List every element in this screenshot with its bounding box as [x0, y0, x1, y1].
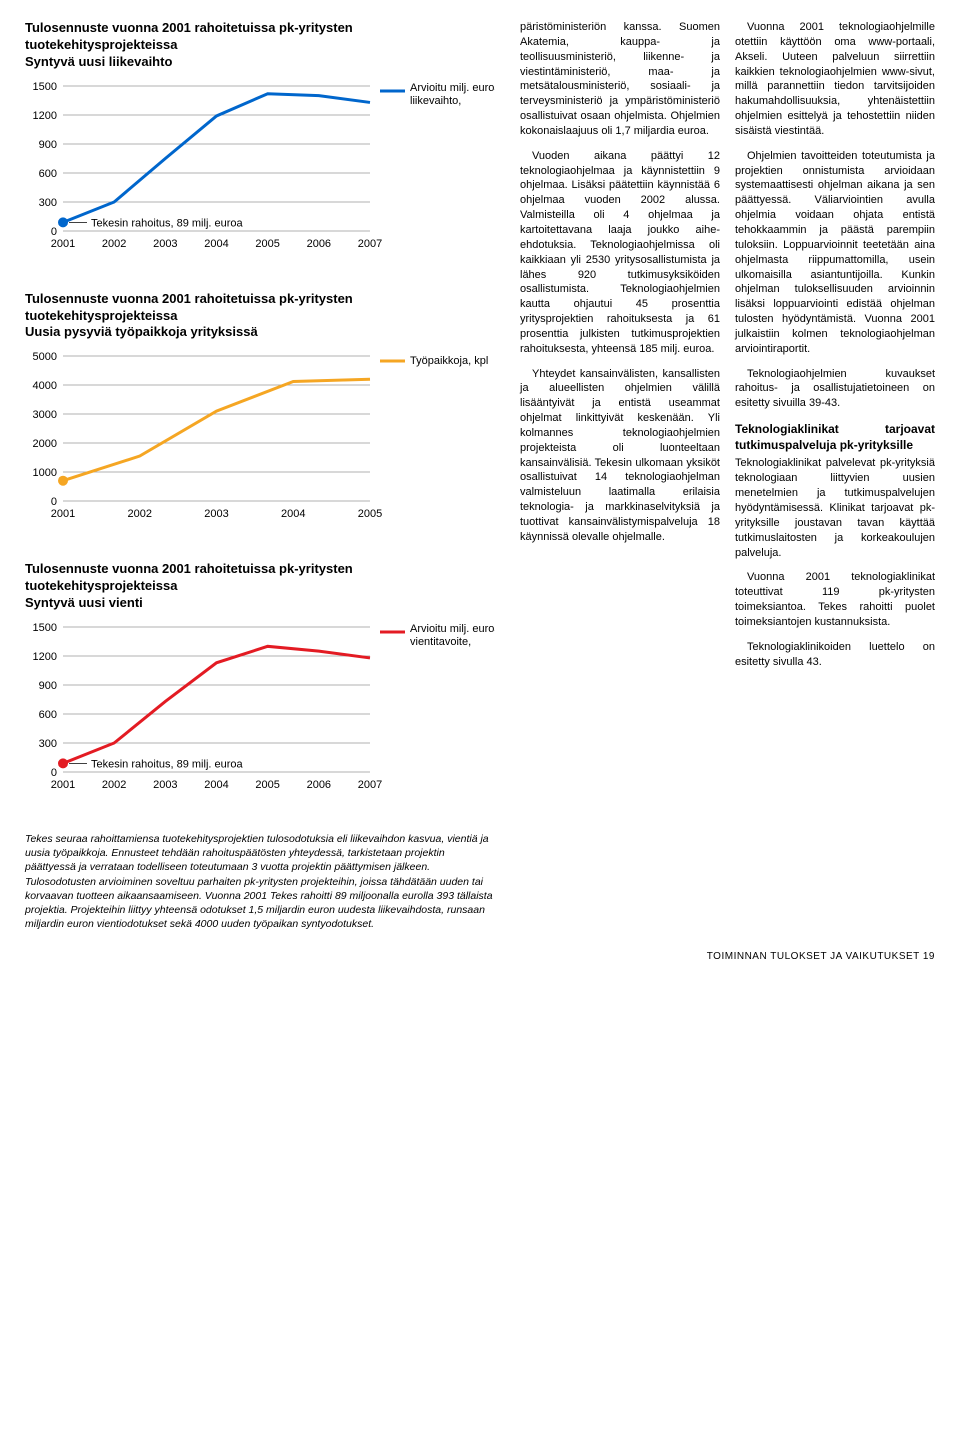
svg-text:2007: 2007	[358, 238, 382, 250]
svg-text:2001: 2001	[51, 238, 75, 250]
body-p9: Teknologiaklinikoiden luettelo on esitet…	[735, 640, 935, 670]
svg-text:2001: 2001	[51, 779, 75, 791]
svg-text:1200: 1200	[33, 651, 57, 663]
body-p4: Vuonna 2001 teknologiaohjelmille otettii…	[735, 20, 935, 139]
chart-plot: 0 300 600 900 1200 1500 2001 2002 2003 2004 2005 20…	[25, 81, 495, 266]
svg-text:2004: 2004	[281, 508, 305, 520]
chart-title: Tulosennuste vuonna 2001 rahoitetuissa p…	[25, 20, 495, 71]
chart-svg: 0 300 600 900 1200 1500 2001 2002 2003 2004 2005 20…	[25, 81, 495, 266]
svg-text:1500: 1500	[33, 81, 57, 93]
svg-text:3000: 3000	[33, 409, 57, 421]
svg-text:1000: 1000	[33, 467, 57, 479]
figure-caption: Tekes seuraa rahoittamiensa tuotekehitys…	[25, 832, 495, 931]
svg-text:Arvioitu milj. euroa: Arvioitu milj. euroa	[410, 82, 495, 94]
svg-text:1200: 1200	[33, 110, 57, 122]
svg-text:2003: 2003	[204, 508, 228, 520]
svg-text:2000: 2000	[33, 438, 57, 450]
svg-text:liikevaihto,: liikevaihto,	[410, 95, 461, 107]
chart-block-2: Tulosennuste vuonna 2001 rahoitetuissa p…	[25, 561, 495, 807]
left-column: Tulosennuste vuonna 2001 rahoitetuissa p…	[25, 20, 495, 931]
svg-text:Työpaikkoja, kpl: Työpaikkoja, kpl	[410, 355, 488, 367]
chart-plot: 0 300 600 900 1200 1500 2001 2002 2003 2004 2005 20…	[25, 622, 495, 807]
body-p7: Teknologiaklinikat palvelevat pk-yrityks…	[735, 456, 935, 560]
svg-text:300: 300	[39, 197, 57, 209]
svg-text:Arvioitu milj. euroa: Arvioitu milj. euroa	[410, 623, 495, 635]
svg-text:2002: 2002	[102, 779, 126, 791]
section-heading: Teknologiaklinikat tarjoavat tutkimuspal…	[735, 421, 935, 453]
body-p8: Vuonna 2001 teknologiaklinikat toteuttiv…	[735, 570, 935, 629]
svg-text:300: 300	[39, 738, 57, 750]
svg-text:4000: 4000	[33, 380, 57, 392]
svg-text:Tekesin rahoitus, 89 milj. eur: Tekesin rahoitus, 89 milj. euroa	[91, 217, 244, 229]
body-p6: Teknologiaohjelmien kuvaukset rahoitus- …	[735, 367, 935, 412]
svg-text:900: 900	[39, 680, 57, 692]
svg-text:2001: 2001	[51, 508, 75, 520]
svg-text:2005: 2005	[255, 238, 279, 250]
svg-text:2005: 2005	[358, 508, 382, 520]
svg-text:0: 0	[51, 226, 57, 238]
svg-text:900: 900	[39, 139, 57, 151]
svg-text:1500: 1500	[33, 622, 57, 634]
svg-text:0: 0	[51, 767, 57, 779]
svg-text:2004: 2004	[204, 238, 228, 250]
svg-text:vientitavoite,: vientitavoite,	[410, 636, 471, 648]
svg-text:600: 600	[39, 168, 57, 180]
body-p2: Vuoden aikana päättyi 12 teknologiaohjel…	[520, 149, 720, 357]
chart-plot: 0 1000 2000 3000 4000 5000 2001 2002 2003 2004 200…	[25, 351, 495, 536]
svg-text:0: 0	[51, 496, 57, 508]
svg-text:2005: 2005	[255, 779, 279, 791]
body-p3: Yhteydet kansainvälisten, kansallisten j…	[520, 367, 720, 545]
svg-text:2002: 2002	[128, 508, 152, 520]
body-p1: päristöministeriön kanssa. Suomen Akatem…	[520, 20, 720, 139]
body-text-column: päristöministeriön kanssa. Suomen Akatem…	[520, 20, 935, 931]
svg-text:Tekesin rahoitus, 89 milj. eur: Tekesin rahoitus, 89 milj. euroa	[91, 758, 244, 770]
chart-title: Tulosennuste vuonna 2001 rahoitetuissa p…	[25, 291, 495, 342]
chart-block-1: Tulosennuste vuonna 2001 rahoitetuissa p…	[25, 291, 495, 537]
chart-svg: 0 1000 2000 3000 4000 5000 2001 2002 2003 2004 200…	[25, 351, 495, 536]
svg-text:2004: 2004	[204, 779, 228, 791]
chart-block-0: Tulosennuste vuonna 2001 rahoitetuissa p…	[25, 20, 495, 266]
page-footer: TOIMINNAN TULOKSET JA VAIKUTUKSET 19	[25, 951, 935, 962]
chart-title: Tulosennuste vuonna 2001 rahoitetuissa p…	[25, 561, 495, 612]
svg-text:2003: 2003	[153, 238, 177, 250]
svg-text:2007: 2007	[358, 779, 382, 791]
chart-svg: 0 300 600 900 1200 1500 2001 2002 2003 2004 2005 20…	[25, 622, 495, 807]
body-p5: Ohjelmien tavoitteiden toteutumista ja p…	[735, 149, 935, 357]
svg-text:2006: 2006	[307, 779, 331, 791]
svg-text:2006: 2006	[307, 238, 331, 250]
svg-text:2002: 2002	[102, 238, 126, 250]
svg-text:5000: 5000	[33, 351, 57, 363]
svg-text:2003: 2003	[153, 779, 177, 791]
svg-text:600: 600	[39, 709, 57, 721]
